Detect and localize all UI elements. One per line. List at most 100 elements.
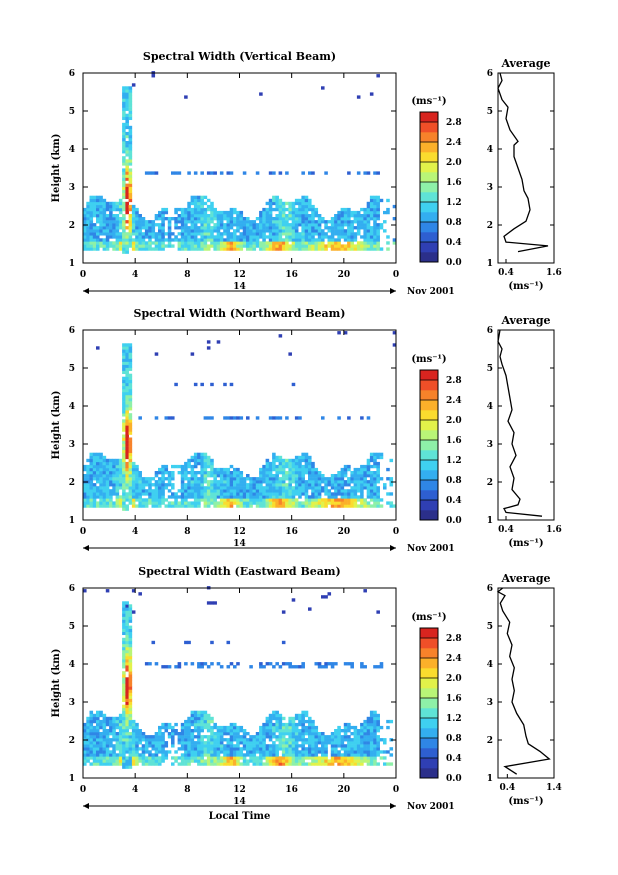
day-label: 14 (233, 797, 246, 807)
heatmap-cell (226, 486, 231, 490)
heatmap-cell (193, 477, 198, 481)
heatmap-cell (376, 204, 380, 209)
heatmap-cell (265, 458, 270, 463)
heatmap-cell (125, 177, 129, 181)
heatmap-cell (148, 480, 152, 484)
heatmap-cell (99, 223, 103, 227)
heatmap-cell (347, 241, 351, 245)
heatmap-cell (317, 223, 322, 227)
heatmap-cell (353, 214, 358, 218)
heatmap-cell (239, 756, 244, 760)
heatmap-cell (167, 495, 172, 499)
heatmap-cell (301, 241, 305, 245)
heatmap-cell (337, 247, 341, 251)
heatmap-cell (92, 471, 97, 475)
heatmap-cell (262, 495, 266, 499)
heatmap-cell (321, 747, 325, 751)
heatmap-cell (206, 226, 211, 230)
heatmap-cell (128, 207, 133, 212)
heatmap-cell (115, 732, 120, 736)
heatmap-cell (122, 98, 126, 102)
heatmap-cell (99, 713, 103, 718)
heatmap-cell (200, 492, 204, 496)
heatmap-cell (389, 762, 394, 766)
heatmap-cell (115, 747, 120, 751)
heatmap-cell (272, 220, 276, 224)
heatmap-cell (131, 220, 136, 224)
heatmap-cell (122, 741, 126, 745)
heatmap-cell (278, 467, 283, 472)
heatmap-cell (144, 171, 149, 175)
heatmap-cell (164, 498, 169, 502)
heatmap-cell (184, 229, 188, 233)
heatmap-cell (125, 116, 129, 121)
heatmap-cell (125, 376, 129, 381)
heatmap-cell (135, 471, 139, 475)
heatmap-cell (171, 474, 175, 478)
heatmap-cell (350, 495, 354, 499)
heatmap-cell (265, 471, 270, 475)
heatmap-cell (252, 753, 257, 757)
heatmap-cell (340, 229, 345, 233)
heatmap-cell (242, 223, 247, 227)
heatmap-cell (226, 756, 231, 760)
heatmap-cell (190, 207, 195, 212)
heatmap-cell (219, 217, 224, 221)
heatmap-cell (308, 762, 312, 766)
heatmap-cell (353, 480, 358, 484)
heatmap-cell (203, 501, 208, 505)
heatmap-cell (99, 452, 103, 457)
average-x-axis-label: (ms⁻¹) (508, 538, 543, 549)
heatmap-cell (275, 747, 279, 751)
heatmap-cell (180, 738, 185, 742)
heatmap-cell (89, 480, 94, 484)
heatmap-cell (219, 504, 224, 508)
heatmap-cell (184, 486, 188, 490)
heatmap-cell (144, 756, 149, 760)
heatmap-cell (154, 759, 159, 763)
heatmap-cell (291, 382, 296, 387)
heatmap-cell (112, 464, 116, 469)
heatmap-cell (242, 738, 247, 742)
heatmap-cell (122, 683, 126, 687)
heatmap-cell (314, 756, 319, 760)
heatmap-cell (301, 665, 305, 669)
heatmap-cell (347, 232, 351, 236)
heatmap-cell (203, 195, 208, 200)
heatmap-cell (210, 483, 214, 487)
heatmap-cell (219, 750, 224, 754)
heatmap-cell (125, 607, 129, 611)
heatmap-cell (285, 753, 289, 757)
heatmap-cell (275, 489, 279, 493)
heatmap-cell (125, 765, 129, 769)
chart-title: Spectral Width (Eastward Beam) (138, 565, 340, 578)
heatmap-cell (125, 379, 129, 384)
heatmap-cell (131, 226, 136, 230)
heatmap-cell (242, 501, 247, 505)
heatmap-cell (259, 729, 263, 733)
heatmap-cell (281, 735, 286, 739)
heatmap-cell (200, 210, 204, 215)
heatmap-cell (128, 125, 133, 130)
heatmap-cell (148, 759, 152, 763)
heatmap-cell (265, 201, 270, 206)
heatmap-cell (298, 458, 302, 463)
heatmap-cell (164, 210, 169, 215)
heatmap-cell (301, 232, 305, 236)
heatmap-cell (363, 735, 367, 739)
heatmap-cell (360, 662, 364, 666)
heatmap-cell (373, 489, 377, 493)
colorbar-swatch (420, 628, 438, 639)
heatmap-cell (105, 471, 110, 475)
heatmap-cell (272, 753, 276, 757)
heatmap-cell (115, 735, 120, 739)
heatmap-cell (294, 735, 299, 739)
heatmap-cell (197, 198, 201, 203)
heatmap-cell (135, 467, 139, 472)
heatmap-cell (99, 198, 103, 203)
heatmap-cell (308, 229, 312, 233)
heatmap-cell (128, 238, 133, 242)
heatmap-cell (210, 214, 214, 218)
heatmap-cell (193, 232, 198, 236)
heatmap-cell (291, 464, 296, 469)
